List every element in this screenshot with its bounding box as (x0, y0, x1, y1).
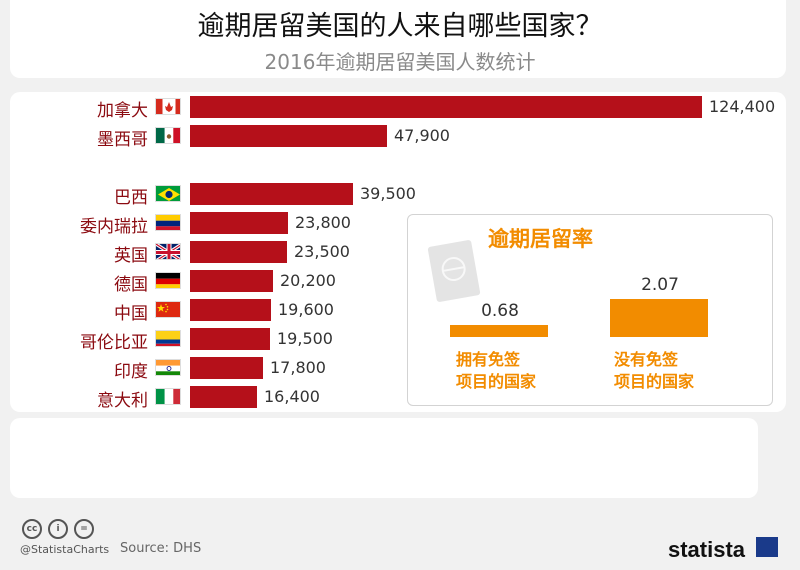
bar-value-label: 124,400 (709, 97, 776, 116)
cc-icon: cc (22, 519, 42, 539)
chart-title: 逾期居留美国的人来自哪些国家？ (197, 11, 603, 42)
empty-panel (10, 418, 758, 498)
bar-value-label: 19,500 (277, 329, 333, 348)
rate-bar (610, 299, 708, 337)
bar-label: 巴西 (114, 188, 148, 208)
rate-caption: 没有免签 项目的国家 (614, 350, 695, 391)
statista-logo: statista (668, 537, 746, 562)
bar (190, 328, 270, 350)
chart-subtitle: 2016年逾期居留美国人数统计 (264, 50, 536, 74)
bar (190, 212, 288, 234)
canada-flag-icon (155, 98, 181, 115)
rate-value-label: 0.68 (481, 301, 519, 321)
brazil-flag-icon (155, 185, 181, 202)
bar-label: 墨西哥 (97, 130, 148, 150)
bar (190, 241, 287, 263)
source-note: Source: DHS (120, 541, 202, 556)
bar (190, 299, 271, 321)
bar-label: 中国 (114, 304, 148, 324)
bar-value-label: 16,400 (264, 387, 320, 406)
rate-value-label: 2.07 (641, 275, 679, 295)
bar-label: 英国 (114, 246, 148, 266)
bar (190, 183, 353, 205)
bar-value-label: 19,600 (278, 300, 334, 319)
italy-flag-icon (155, 388, 181, 405)
by-icon: i (48, 519, 68, 539)
bar-value-label: 23,800 (295, 213, 351, 232)
venezuela-flag-icon (155, 214, 181, 231)
bar (190, 270, 273, 292)
colombia-flag-icon (155, 330, 181, 347)
mexico-flag-icon (155, 127, 181, 144)
bar-value-label: 23,500 (294, 242, 350, 261)
bar-label: 哥伦比亚 (80, 333, 148, 353)
india-flag-icon (155, 359, 181, 376)
passport-icon (427, 240, 481, 302)
bar (190, 357, 263, 379)
nd-icon: = (74, 519, 94, 539)
bar (190, 386, 257, 408)
uk-flag-icon (155, 243, 181, 260)
statista-handle: @StatistaCharts (20, 543, 110, 556)
bar-value-label: 20,200 (280, 271, 336, 290)
china-flag-icon (155, 301, 181, 318)
statista-logo-mark (756, 537, 778, 557)
bar-label: 加拿大 (97, 101, 148, 121)
inset-title: 逾期居留率 (488, 227, 593, 251)
bar-value-label: 47,900 (394, 126, 450, 145)
bar-value-label: 39,500 (360, 184, 416, 203)
rate-bar (450, 325, 548, 337)
bar-label: 意大利 (97, 391, 148, 411)
overstay-rate-inset: 逾期居留率 0.68 拥有免签 项目的国家 2.07 没有免签 项目的国家 (407, 214, 773, 406)
bar-value-label: 17,800 (270, 358, 326, 377)
bar-label: 印度 (114, 362, 148, 382)
bar-label: 德国 (114, 275, 148, 295)
bar (190, 96, 702, 118)
germany-flag-icon (155, 272, 181, 289)
bar (190, 125, 387, 147)
title-panel (10, 0, 786, 78)
bar-label: 委内瑞拉 (80, 217, 148, 237)
rate-caption: 拥有免签 项目的国家 (456, 350, 537, 391)
